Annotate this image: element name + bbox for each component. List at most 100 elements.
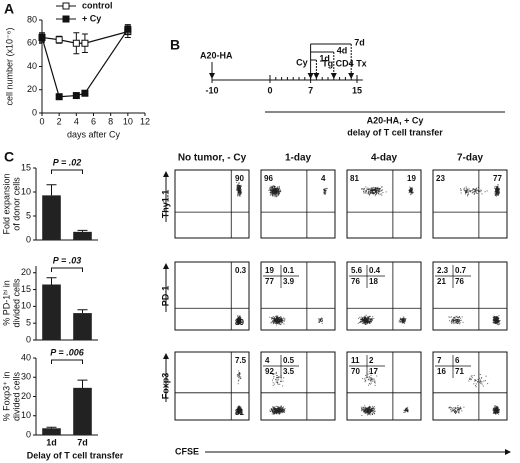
quadrant-percent: 77 <box>493 174 502 183</box>
event-dot <box>494 411 496 413</box>
event-dot <box>273 409 275 411</box>
event-dot <box>236 186 238 188</box>
event-dot <box>279 408 281 410</box>
event-dot <box>273 377 275 379</box>
event-dot <box>373 189 375 191</box>
event-dot <box>271 410 273 412</box>
event-dot <box>450 321 452 323</box>
event-dot <box>460 319 462 321</box>
event-dot <box>271 188 273 190</box>
event-dot <box>375 187 377 189</box>
event-dot <box>467 193 469 195</box>
event-dot <box>319 320 321 322</box>
event-dot <box>458 319 460 321</box>
event-dot <box>381 189 383 191</box>
event-dot <box>239 195 241 197</box>
event-dot <box>460 189 462 191</box>
bar <box>73 231 92 240</box>
event-dot <box>363 319 365 321</box>
event-dot <box>239 409 241 411</box>
event-dot <box>498 413 500 415</box>
event-dot <box>495 411 497 413</box>
event-dot <box>369 319 371 321</box>
event-dot <box>283 409 285 411</box>
event-dot <box>455 412 457 414</box>
event-dot <box>365 192 367 194</box>
flow-plot: 11 2 70 17 <box>346 351 422 421</box>
event-dot <box>238 187 240 189</box>
event-dot <box>457 322 459 324</box>
event-dot <box>273 407 275 409</box>
event-dot <box>238 183 240 185</box>
event-dot <box>493 411 495 413</box>
event-dot <box>475 386 477 388</box>
event-dot <box>272 185 274 187</box>
y-axis-label: % Foxp3⁺ in <box>1 372 11 422</box>
event-dot <box>326 187 328 189</box>
event-dot <box>496 192 498 194</box>
event-dot <box>367 409 369 411</box>
event-dot <box>272 322 274 324</box>
event-dot <box>240 186 242 188</box>
event-dot <box>410 191 412 193</box>
panel-label: B <box>170 37 180 53</box>
event-dot <box>369 406 371 408</box>
plot-frame <box>432 169 508 239</box>
event-dot <box>282 322 284 324</box>
event-dot <box>239 193 241 195</box>
event-dot <box>477 379 479 381</box>
event-dot <box>374 380 376 382</box>
event-dot <box>271 413 273 415</box>
event-dot <box>367 316 369 318</box>
event-dot <box>238 317 240 319</box>
event-dot <box>495 190 497 192</box>
event-dot <box>365 321 367 323</box>
event-dot <box>496 193 498 195</box>
event-dot <box>272 189 274 191</box>
event-dot <box>280 321 282 323</box>
event-dot <box>238 410 240 412</box>
event-dot <box>497 409 499 411</box>
event-dot <box>498 323 500 325</box>
delay-label: 7d <box>354 37 365 47</box>
event-dot <box>270 190 272 192</box>
event-dot <box>273 407 275 409</box>
quadrant-percent: 92 <box>265 367 274 376</box>
event-dot <box>269 187 271 189</box>
event-dot <box>475 188 477 190</box>
event-dot <box>364 379 366 381</box>
event-dot <box>368 406 370 408</box>
x-tick-label: 2 <box>57 116 62 126</box>
event-dot <box>274 187 276 189</box>
event-dot <box>374 195 376 197</box>
event-dot <box>475 190 477 192</box>
event-dot <box>399 319 401 321</box>
event-dot <box>368 316 370 318</box>
event-dot <box>496 319 498 321</box>
bar <box>42 428 61 435</box>
event-dot <box>363 191 365 193</box>
event-dot <box>269 194 271 196</box>
y-tick-label: 60 <box>27 38 37 48</box>
event-dot <box>369 377 371 379</box>
event-dot <box>368 317 370 319</box>
event-dot <box>237 323 239 325</box>
event-dot <box>276 375 278 377</box>
event-dot <box>280 410 282 412</box>
event-dot <box>363 316 365 318</box>
event-dot <box>454 413 456 415</box>
event-dot <box>274 411 276 413</box>
event-dot <box>406 408 408 410</box>
p-value: P = .006 <box>50 347 84 357</box>
event-dot <box>276 324 278 326</box>
event-dot <box>284 317 286 319</box>
event-dot <box>371 413 373 415</box>
event-dot <box>240 413 242 415</box>
event-dot <box>377 189 379 191</box>
event-dot <box>325 189 327 191</box>
event-dot <box>480 383 482 385</box>
event-dot <box>494 191 496 193</box>
event-dot <box>382 191 384 193</box>
event-dot <box>496 318 498 320</box>
event-dot <box>268 189 270 191</box>
